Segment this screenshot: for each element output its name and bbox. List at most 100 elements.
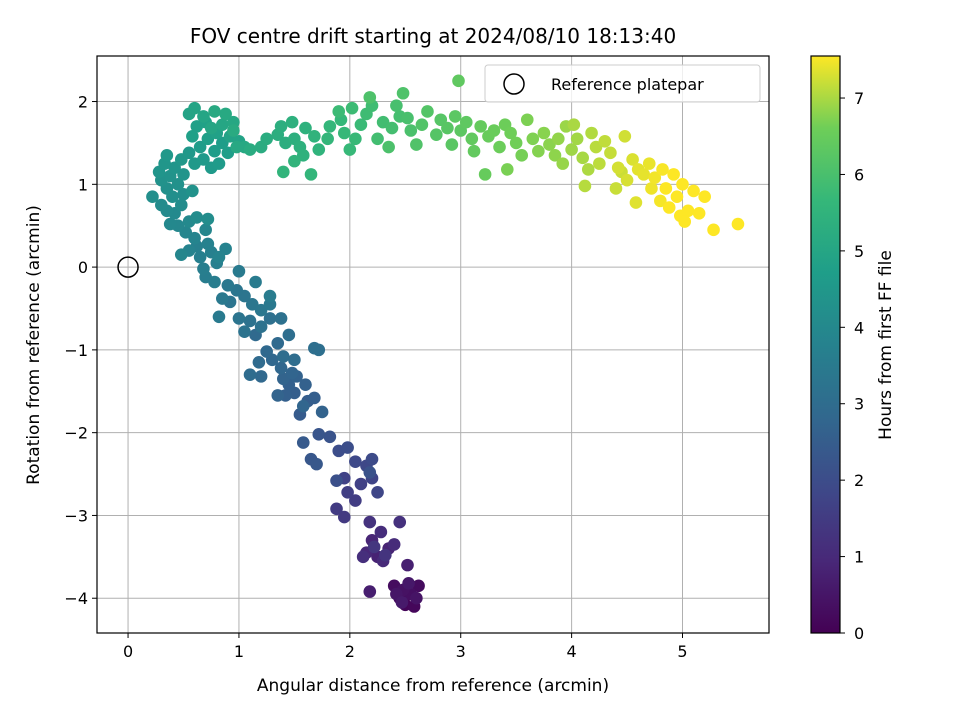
data-point (537, 126, 551, 140)
legend-label: Reference platepar (551, 75, 704, 94)
data-point (459, 115, 473, 129)
data-point (341, 485, 354, 499)
colorbar: 0 1 2 3 4 5 6 7 Hours from first FF file (810, 55, 896, 643)
data-point (656, 163, 669, 176)
data-point (254, 320, 268, 334)
data-point (448, 110, 462, 123)
data-point (186, 184, 199, 198)
data-point (238, 325, 251, 338)
x-axis-ticks: 0 1 2 3 4 5 (123, 633, 688, 661)
data-point (404, 124, 418, 137)
data-point (204, 121, 218, 135)
data-point (363, 466, 377, 479)
data-point (382, 140, 395, 154)
data-point (288, 353, 301, 367)
data-point (629, 196, 643, 209)
data-point (363, 515, 377, 529)
data-point (219, 107, 232, 121)
data-point (174, 198, 188, 212)
chart-title: FOV centre drift starting at 2024/08/10 … (190, 24, 676, 48)
data-point (687, 184, 700, 198)
data-point (441, 121, 454, 135)
data-point (581, 163, 595, 176)
data-point (208, 105, 221, 118)
data-point (188, 231, 201, 245)
data-point (263, 289, 277, 303)
data-point (274, 361, 288, 375)
data-point (662, 201, 676, 214)
y-tick-label: 1 (78, 175, 88, 194)
data-point (445, 138, 459, 151)
data-point (221, 146, 235, 160)
data-point (345, 101, 359, 115)
data-point (678, 215, 692, 228)
data-point (243, 368, 257, 382)
data-point (548, 149, 562, 162)
reference-marker (117, 256, 139, 278)
data-point (401, 558, 414, 572)
data-point (363, 91, 377, 104)
data-point (532, 144, 545, 158)
legend: Reference platepar (484, 64, 761, 103)
data-point (330, 474, 343, 487)
data-point (321, 132, 334, 146)
legend-box (484, 64, 761, 103)
y-tick-label: 2 (78, 93, 88, 112)
y-tick-label: −2 (64, 424, 88, 443)
colorbar-tick-label: 2 (854, 471, 864, 490)
data-point (312, 428, 326, 441)
data-point (410, 138, 423, 151)
data-point (604, 146, 617, 160)
plot-frame (96, 55, 770, 634)
y-tick-label: −1 (64, 341, 88, 360)
scatter-points (146, 74, 745, 613)
data-point (232, 264, 246, 278)
data-point (374, 525, 388, 539)
data-point (330, 502, 343, 516)
data-point (504, 126, 517, 140)
data-point (421, 105, 434, 118)
data-point (254, 370, 268, 383)
data-point (626, 153, 639, 166)
data-point (385, 121, 399, 135)
data-point (371, 485, 384, 499)
colorbar-ticks: 0 1 2 3 4 5 6 7 (840, 89, 864, 643)
data-point (310, 457, 323, 471)
data-point (365, 452, 379, 466)
data-point (578, 179, 592, 193)
data-point (188, 101, 201, 115)
colorbar-tick-label: 4 (854, 318, 864, 337)
x-tick-label: 4 (567, 642, 577, 661)
data-point (500, 163, 514, 176)
data-point (376, 115, 390, 129)
data-point (271, 336, 285, 350)
data-point (410, 591, 423, 605)
data-point (197, 153, 210, 166)
data-point (276, 165, 290, 179)
data-point (271, 389, 285, 402)
colorbar-tick-label: 1 (854, 548, 864, 567)
data-point (598, 134, 612, 148)
data-point (692, 206, 706, 220)
data-point (212, 310, 226, 324)
data-point (260, 345, 273, 358)
data-point (216, 118, 229, 132)
data-point (312, 143, 326, 156)
data-point (387, 538, 401, 551)
data-point (252, 355, 266, 369)
data-point (354, 477, 368, 491)
colorbar-tick-label: 3 (854, 395, 864, 414)
data-point (263, 312, 277, 325)
data-point (567, 118, 581, 132)
data-point (288, 154, 301, 168)
data-point (177, 168, 190, 181)
data-point (515, 149, 529, 162)
data-point (197, 262, 210, 276)
data-point (163, 217, 177, 231)
y-axis-label: Rotation from reference (arcmin) (24, 205, 44, 485)
data-point (478, 168, 492, 181)
data-point (193, 250, 207, 264)
data-point (276, 372, 290, 386)
data-point (379, 548, 392, 562)
